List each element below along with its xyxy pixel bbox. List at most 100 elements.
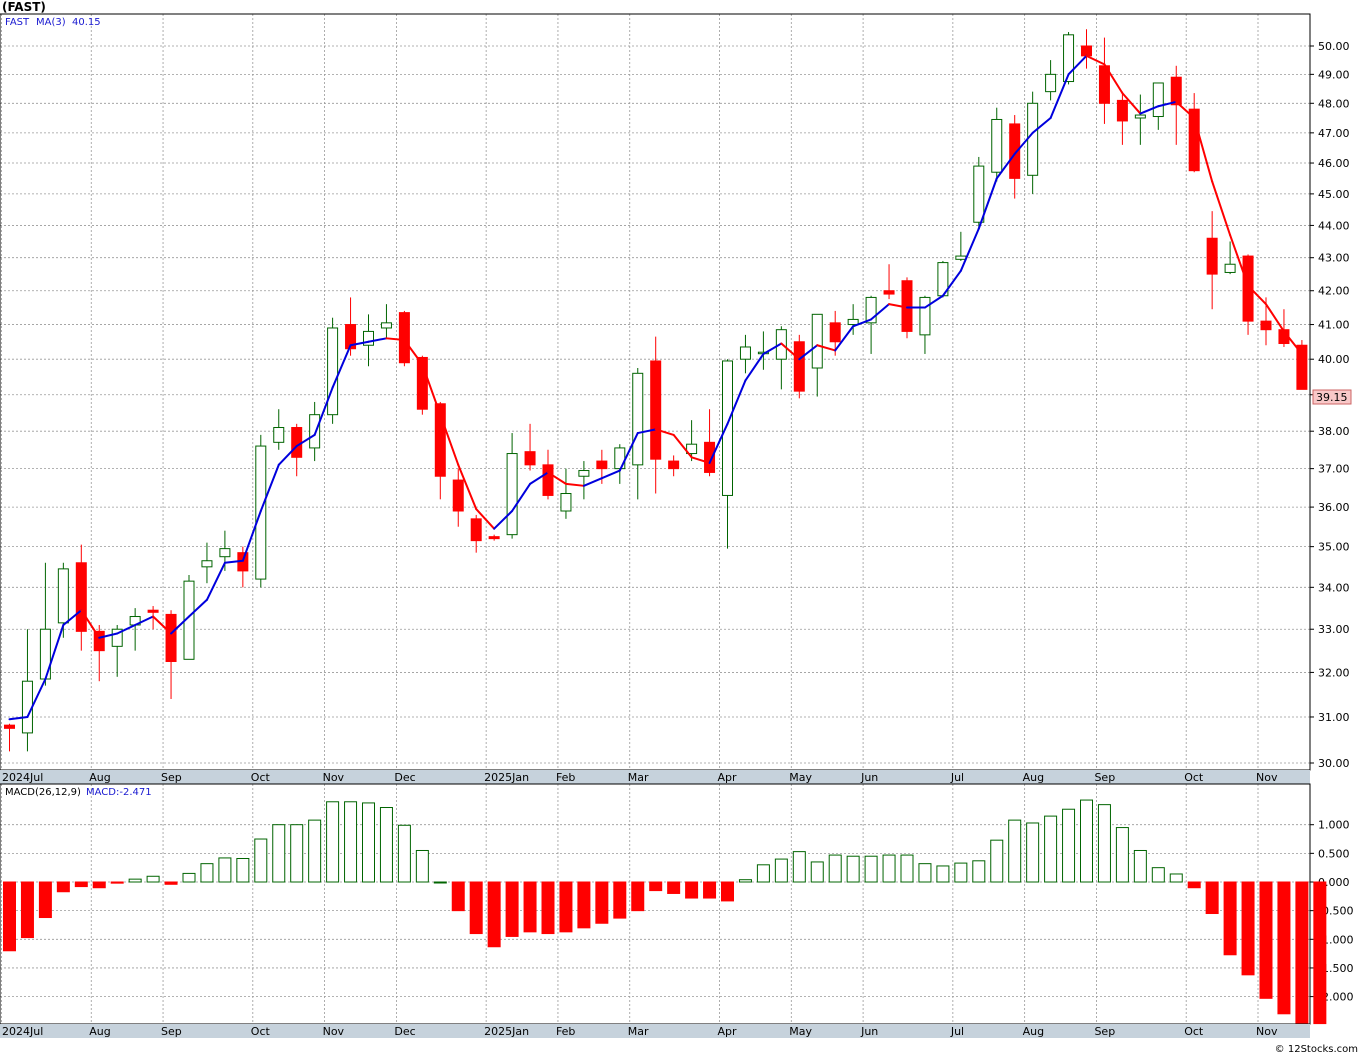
ma-segment [564, 482, 585, 487]
macd-bar-positive [200, 863, 214, 883]
macd-bar-positive [756, 864, 770, 883]
macd-bar-negative [92, 881, 106, 889]
macd-month-band [0, 1024, 1310, 1038]
price-month-label: Feb [556, 771, 575, 784]
price-tick-label: 43.00 [1318, 252, 1350, 265]
candle-down [542, 464, 554, 496]
candle-down [793, 341, 805, 392]
macd-bar-negative [110, 881, 124, 884]
candle-down [596, 460, 608, 470]
macd-gridlines [0, 784, 1310, 1024]
candle-up [1027, 102, 1039, 176]
macd-bar-positive [344, 801, 358, 883]
ma-segment [726, 379, 747, 425]
macd-tick-label: 0.500 [1318, 847, 1350, 860]
price-month-label: Dec [394, 771, 415, 784]
candle-up [955, 255, 967, 260]
candle-up [201, 560, 213, 568]
candle-up [1152, 82, 1164, 118]
macd-bar-negative [1187, 881, 1201, 889]
macd-bar-negative [721, 881, 734, 902]
price-month-label: Oct [1184, 771, 1204, 784]
ma-segment [941, 269, 962, 297]
ma-segment [1049, 73, 1070, 119]
price-tick-label: 44.00 [1318, 219, 1350, 232]
macd-bar-positive [218, 857, 232, 883]
macd-bar-positive [415, 849, 429, 883]
candle-up [739, 346, 751, 360]
macd-month-label: Aug [89, 1025, 110, 1038]
price-month-label: 2024Jul [2, 771, 43, 784]
candle-down [75, 562, 87, 632]
ma-segment [1175, 100, 1196, 119]
candle-up [991, 118, 1003, 173]
macd-bar-positive [828, 854, 842, 883]
macd-bar-negative [685, 881, 699, 899]
price-panel: 30.00 31.00 32.00 33.00 34.00 35.00 36.00 37.00… [0, 13, 1352, 771]
macd-tick-label: -1.000 [1318, 933, 1353, 946]
price-tick-label: 48.00 [1318, 97, 1350, 110]
ma-segment [421, 363, 442, 416]
candle-down [1260, 320, 1272, 331]
macd-month-label: Jul [950, 1025, 964, 1038]
candle-up [506, 453, 518, 536]
price-tick-label: 32.00 [1318, 666, 1350, 679]
ma-segment [241, 509, 262, 562]
candle-down [1188, 108, 1200, 172]
ma-segment [152, 615, 173, 635]
ma-segment [582, 477, 603, 487]
candle-down [1081, 45, 1092, 57]
ma-segment [295, 433, 316, 448]
price-month-label: Sep [161, 771, 182, 784]
candle-up [309, 414, 321, 449]
ma-segment [403, 339, 424, 366]
legend-ma-label: MA(3) [36, 17, 66, 28]
ma-segment [1247, 284, 1267, 306]
ma-segment [870, 303, 891, 321]
candle-down [470, 518, 482, 542]
macd-bar-negative [38, 881, 52, 919]
ma-segment [439, 413, 460, 466]
macd-bar-positive [290, 824, 304, 883]
macd-bar-positive [1151, 867, 1165, 883]
price-month-label: Apr [718, 771, 738, 784]
ma-segment [529, 471, 549, 485]
ma-segment [547, 471, 567, 485]
price-tick-label: 45.00 [1318, 188, 1350, 201]
candle-up [560, 493, 572, 512]
candle-up [111, 628, 123, 647]
macd-bar-negative [559, 881, 573, 933]
price-tick-label: 47.00 [1318, 127, 1350, 140]
price-tick-label: 33.00 [1318, 623, 1350, 636]
macd-bar-negative [541, 881, 555, 935]
chart-title: (FAST) [2, 0, 46, 14]
ma-segment [98, 632, 119, 639]
price-tick-label: 41.00 [1318, 319, 1350, 332]
candle-up [686, 443, 698, 455]
ma-segment [1265, 303, 1285, 333]
macd-bars [3, 799, 1327, 1025]
macd-month-axis: 2024Jul Aug Sep Oct Nov Dec 2025Jan Feb Mar Apr Ma… [0, 1024, 1310, 1038]
ma-segment [80, 609, 101, 639]
ma-segment [170, 615, 190, 635]
price-month-label: Sep [1094, 771, 1115, 784]
macd-tick-label: -1.500 [1318, 962, 1353, 975]
last-price-box [1312, 389, 1352, 405]
macd-bar-negative [1259, 881, 1273, 999]
macd-bar-negative [487, 881, 501, 948]
ma-segment [852, 318, 873, 328]
macd-bar-positive [918, 863, 932, 883]
macd-bar-negative [505, 881, 519, 937]
macd-bar-positive [846, 855, 860, 883]
candle-down [668, 460, 680, 470]
macd-bar-negative [451, 881, 465, 912]
ma-segment [1085, 54, 1106, 66]
macd-bar-negative [1277, 881, 1291, 1015]
candle-up [919, 296, 931, 336]
price-y-axis: 30.00 31.00 32.00 33.00 34.00 35.00 36.00 37.00… [1310, 40, 1350, 770]
candle-down [1296, 344, 1308, 390]
price-legend: FAST MA(3) 40.15 [5, 17, 101, 28]
candle-up [811, 313, 823, 369]
ma-segment [1067, 54, 1088, 76]
ma-segment [1121, 92, 1142, 115]
